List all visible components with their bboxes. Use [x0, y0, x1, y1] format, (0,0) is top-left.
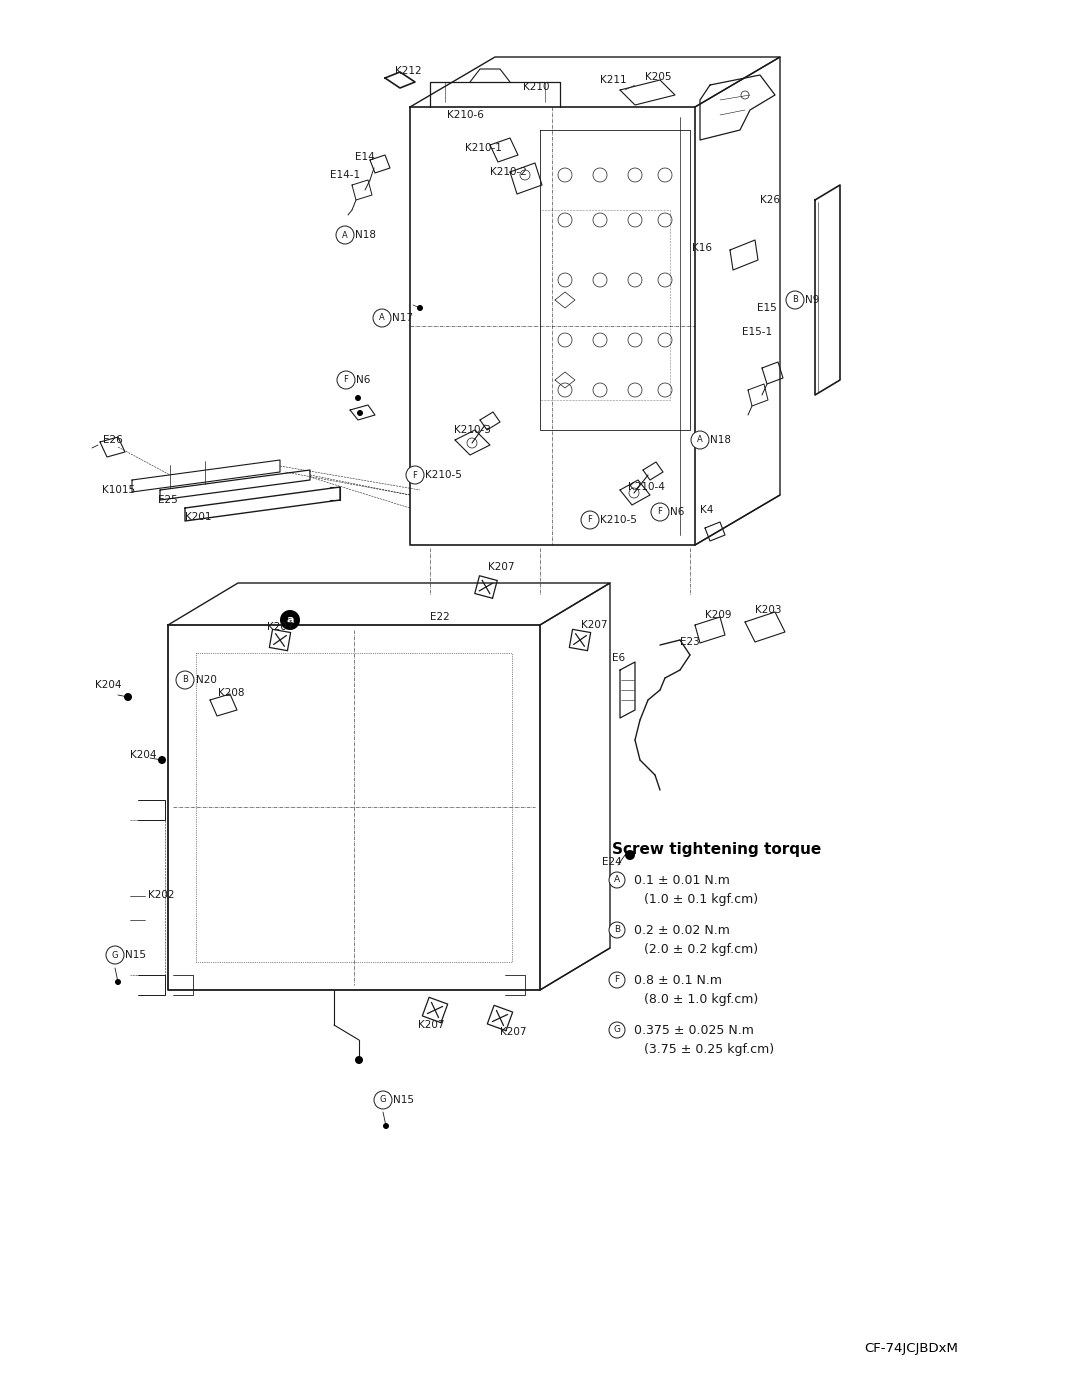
Circle shape — [280, 610, 300, 630]
Circle shape — [337, 372, 355, 388]
Text: E24: E24 — [602, 856, 622, 868]
Text: (3.75 ± 0.25 kgf.cm): (3.75 ± 0.25 kgf.cm) — [644, 1044, 774, 1056]
Text: N15: N15 — [393, 1095, 414, 1105]
Text: K211: K211 — [600, 75, 626, 85]
Circle shape — [417, 305, 423, 312]
Text: 0.8 ± 0.1 N.m: 0.8 ± 0.1 N.m — [634, 974, 723, 986]
Text: A: A — [613, 876, 620, 884]
Text: K210-2: K210-2 — [490, 168, 527, 177]
Circle shape — [406, 467, 424, 483]
Circle shape — [786, 291, 804, 309]
Text: K210-4: K210-4 — [627, 482, 665, 492]
Text: K26: K26 — [760, 196, 780, 205]
Text: K1015: K1015 — [102, 485, 135, 495]
Text: K204: K204 — [130, 750, 157, 760]
Circle shape — [374, 1091, 392, 1109]
Circle shape — [158, 756, 166, 764]
Text: N6: N6 — [356, 374, 370, 386]
Circle shape — [106, 946, 124, 964]
Text: K202: K202 — [148, 890, 175, 900]
Text: E25: E25 — [158, 495, 178, 504]
Text: A: A — [697, 436, 703, 444]
Text: A: A — [379, 313, 384, 323]
Text: N20: N20 — [195, 675, 217, 685]
Circle shape — [609, 972, 625, 988]
Text: K207: K207 — [418, 1020, 445, 1030]
Text: K210-3: K210-3 — [454, 425, 491, 434]
Text: K210-5: K210-5 — [426, 469, 462, 481]
Text: 0.1 ± 0.01 N.m: 0.1 ± 0.01 N.m — [634, 873, 730, 887]
Text: K16: K16 — [692, 243, 712, 253]
Circle shape — [355, 395, 361, 401]
Circle shape — [609, 872, 625, 888]
Text: E23: E23 — [680, 637, 700, 647]
Circle shape — [609, 922, 625, 937]
Text: K210-6: K210-6 — [447, 110, 484, 120]
Text: G: G — [380, 1095, 387, 1105]
Text: B: B — [792, 296, 798, 305]
Text: 0.2 ± 0.02 N.m: 0.2 ± 0.02 N.m — [634, 923, 730, 936]
Text: E15: E15 — [757, 303, 777, 313]
Text: Screw tightening torque: Screw tightening torque — [612, 842, 821, 856]
Text: K210-5: K210-5 — [600, 515, 637, 525]
Text: K203: K203 — [755, 605, 782, 615]
Circle shape — [176, 671, 194, 689]
Circle shape — [124, 693, 132, 701]
Text: (8.0 ± 1.0 kgf.cm): (8.0 ± 1.0 kgf.cm) — [644, 993, 758, 1006]
Text: K212: K212 — [395, 66, 421, 75]
Text: N18: N18 — [710, 434, 731, 446]
Text: B: B — [613, 925, 620, 935]
Circle shape — [383, 1123, 389, 1129]
Text: K207: K207 — [500, 1027, 527, 1037]
Text: N18: N18 — [355, 231, 376, 240]
Circle shape — [373, 309, 391, 327]
Circle shape — [625, 849, 635, 861]
Text: A: A — [342, 231, 348, 239]
Text: a: a — [286, 615, 294, 624]
Text: (2.0 ± 0.2 kgf.cm): (2.0 ± 0.2 kgf.cm) — [644, 943, 758, 957]
Text: K201: K201 — [185, 511, 212, 522]
Text: F: F — [413, 471, 418, 479]
Text: K210-1: K210-1 — [465, 142, 502, 154]
Text: F: F — [343, 376, 349, 384]
Text: K207: K207 — [267, 622, 294, 631]
Text: B: B — [183, 676, 188, 685]
Text: K207: K207 — [581, 620, 607, 630]
Text: 0.375 ± 0.025 N.m: 0.375 ± 0.025 N.m — [634, 1024, 754, 1037]
Text: G: G — [613, 1025, 621, 1035]
Text: K204: K204 — [95, 680, 121, 690]
Text: F: F — [658, 507, 662, 517]
Text: G: G — [111, 950, 118, 960]
Text: N6: N6 — [670, 507, 685, 517]
Text: (1.0 ± 0.1 kgf.cm): (1.0 ± 0.1 kgf.cm) — [644, 894, 758, 907]
Text: F: F — [588, 515, 593, 524]
Text: E22: E22 — [430, 612, 449, 622]
Text: N9: N9 — [805, 295, 820, 305]
Circle shape — [609, 1023, 625, 1038]
Text: K207: K207 — [488, 562, 514, 571]
Circle shape — [651, 503, 669, 521]
Text: E15-1: E15-1 — [742, 327, 772, 337]
Text: F: F — [615, 975, 620, 985]
Circle shape — [581, 511, 599, 529]
Text: CF-74JCJBDxM: CF-74JCJBDxM — [864, 1343, 958, 1355]
Text: K205: K205 — [645, 73, 672, 82]
Circle shape — [336, 226, 354, 244]
Circle shape — [691, 432, 708, 448]
Text: K209: K209 — [705, 610, 731, 620]
Text: K210: K210 — [523, 82, 550, 92]
Text: K4: K4 — [700, 504, 714, 515]
Text: K208: K208 — [218, 687, 244, 698]
Text: N15: N15 — [125, 950, 146, 960]
Text: E14-1: E14-1 — [330, 170, 360, 180]
Text: E6: E6 — [612, 652, 625, 664]
Text: E14: E14 — [355, 152, 375, 162]
Circle shape — [355, 1056, 363, 1065]
Circle shape — [357, 409, 363, 416]
Text: N17: N17 — [392, 313, 413, 323]
Text: E26: E26 — [103, 434, 123, 446]
Circle shape — [114, 979, 121, 985]
